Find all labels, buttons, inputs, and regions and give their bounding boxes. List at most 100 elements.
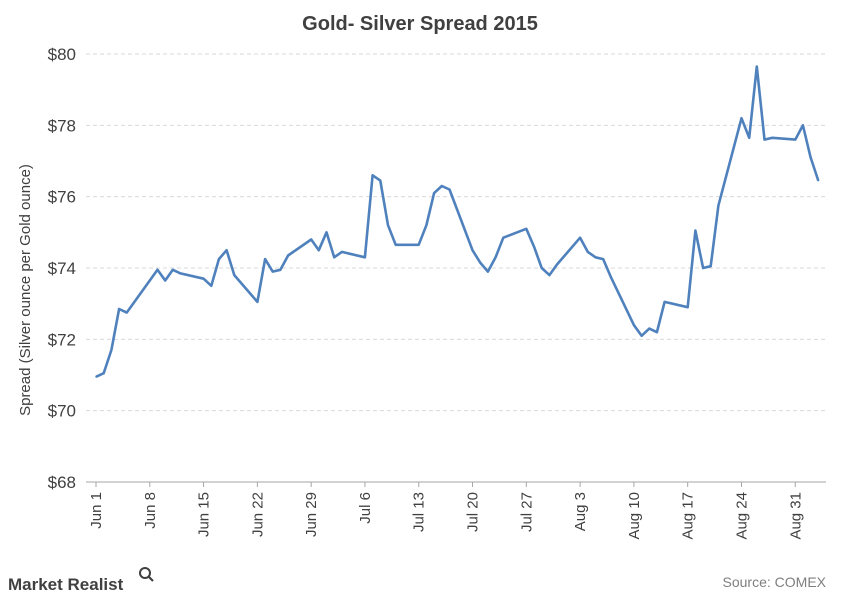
x-tick-label: Jul 13 <box>411 492 428 532</box>
data-point <box>487 270 489 273</box>
data-point <box>809 156 812 159</box>
data-point <box>471 249 474 251</box>
data-point <box>271 270 274 273</box>
data-point <box>417 244 420 246</box>
x-tick-label: Aug 10 <box>626 492 643 540</box>
data-point <box>179 272 182 275</box>
data-point <box>441 185 443 187</box>
x-tick-label: Jun 29 <box>303 492 320 537</box>
y-axis-ticks: $68 $70 $72 $74 $76 $78 $80 <box>48 45 76 492</box>
y-tick-label: $70 <box>48 402 76 421</box>
data-point <box>748 137 750 139</box>
data-point <box>656 331 658 334</box>
x-tick-label: Jul 27 <box>518 492 535 532</box>
chart-title: Gold- Silver Spread 2015 <box>302 13 538 35</box>
x-tick-label: Aug 24 <box>733 492 750 540</box>
data-point <box>433 192 435 194</box>
data-point <box>602 258 604 260</box>
data-point <box>225 249 228 251</box>
data-point <box>387 224 389 226</box>
series-points <box>95 65 820 378</box>
data-point <box>394 244 397 246</box>
y-tick-label: $78 <box>48 116 76 135</box>
data-point <box>118 308 120 310</box>
y-tick-label: $74 <box>48 259 76 278</box>
data-point <box>579 236 581 239</box>
x-tick-label: Jun 22 <box>249 492 266 537</box>
brand-logo: Market Realist <box>8 567 154 594</box>
data-point <box>594 256 597 259</box>
data-point <box>771 137 773 139</box>
data-point <box>663 301 666 303</box>
data-point <box>210 285 213 287</box>
source-note: Source: COMEX <box>723 574 827 590</box>
data-point <box>494 256 497 259</box>
data-point <box>425 224 428 226</box>
data-point <box>287 254 289 257</box>
data-point <box>341 251 343 253</box>
data-point <box>548 274 551 276</box>
data-point <box>149 279 151 282</box>
data-point <box>802 124 804 127</box>
data-point <box>610 276 612 278</box>
series-line-spread <box>95 65 820 378</box>
y-tick-label: $80 <box>48 45 76 64</box>
data-point <box>709 265 712 268</box>
x-tick-label: Aug 3 <box>572 492 589 531</box>
x-tick-label: Aug 31 <box>787 492 804 540</box>
data-point <box>533 245 535 248</box>
y-tick-label: $76 <box>48 188 76 207</box>
data-point <box>325 231 328 234</box>
x-tick-label: Jun 15 <box>196 492 213 537</box>
data-point <box>233 274 236 276</box>
data-point <box>164 279 166 282</box>
data-point <box>686 306 689 309</box>
data-point <box>502 236 505 239</box>
y-tick-label: $72 <box>48 330 76 349</box>
data-point <box>310 238 313 241</box>
data-point <box>540 267 543 269</box>
data-point <box>633 324 635 326</box>
data-point <box>794 138 797 141</box>
data-point <box>333 256 336 259</box>
data-point <box>364 256 366 259</box>
brand-name: Market Realist <box>8 575 124 594</box>
data-point <box>102 372 105 375</box>
x-tick-label: Jun 8 <box>142 492 159 529</box>
x-tick-label: Aug 17 <box>680 492 697 540</box>
y-axis-label: Spread (Silver ounce per Gold ounce) <box>17 164 34 416</box>
data-point <box>125 311 128 314</box>
data-point <box>318 249 320 251</box>
data-point <box>556 263 558 266</box>
data-point <box>95 376 97 378</box>
data-point <box>448 188 451 191</box>
data-point <box>279 269 282 271</box>
data-point <box>202 277 205 280</box>
x-axis-ticks: Jun 1 Jun 8 Jun 15 Jun 22 Jun 29 Jul 6 Jul 13 J… <box>88 482 804 540</box>
data-point <box>587 251 589 253</box>
data-point <box>694 229 697 232</box>
data-point <box>218 258 220 260</box>
data-point <box>479 261 482 264</box>
data-point <box>817 179 820 182</box>
data-point <box>172 269 174 271</box>
data-point <box>763 138 766 141</box>
data-point <box>740 117 743 119</box>
data-point <box>264 258 266 260</box>
data-point <box>717 204 720 207</box>
y-tick-label: $68 <box>48 473 76 492</box>
x-tick-label: Jul 6 <box>357 492 374 524</box>
data-point <box>648 327 651 330</box>
data-point <box>156 269 159 271</box>
x-tick-label: Jun 1 <box>88 492 105 529</box>
x-tick-label: Jul 20 <box>465 492 482 532</box>
data-point <box>371 174 374 177</box>
data-point <box>702 267 704 269</box>
data-point <box>379 179 382 182</box>
data-point <box>640 335 643 337</box>
data-point <box>525 228 528 230</box>
magnifier-icon <box>139 567 154 582</box>
data-point <box>110 349 113 351</box>
data-point <box>256 301 259 303</box>
